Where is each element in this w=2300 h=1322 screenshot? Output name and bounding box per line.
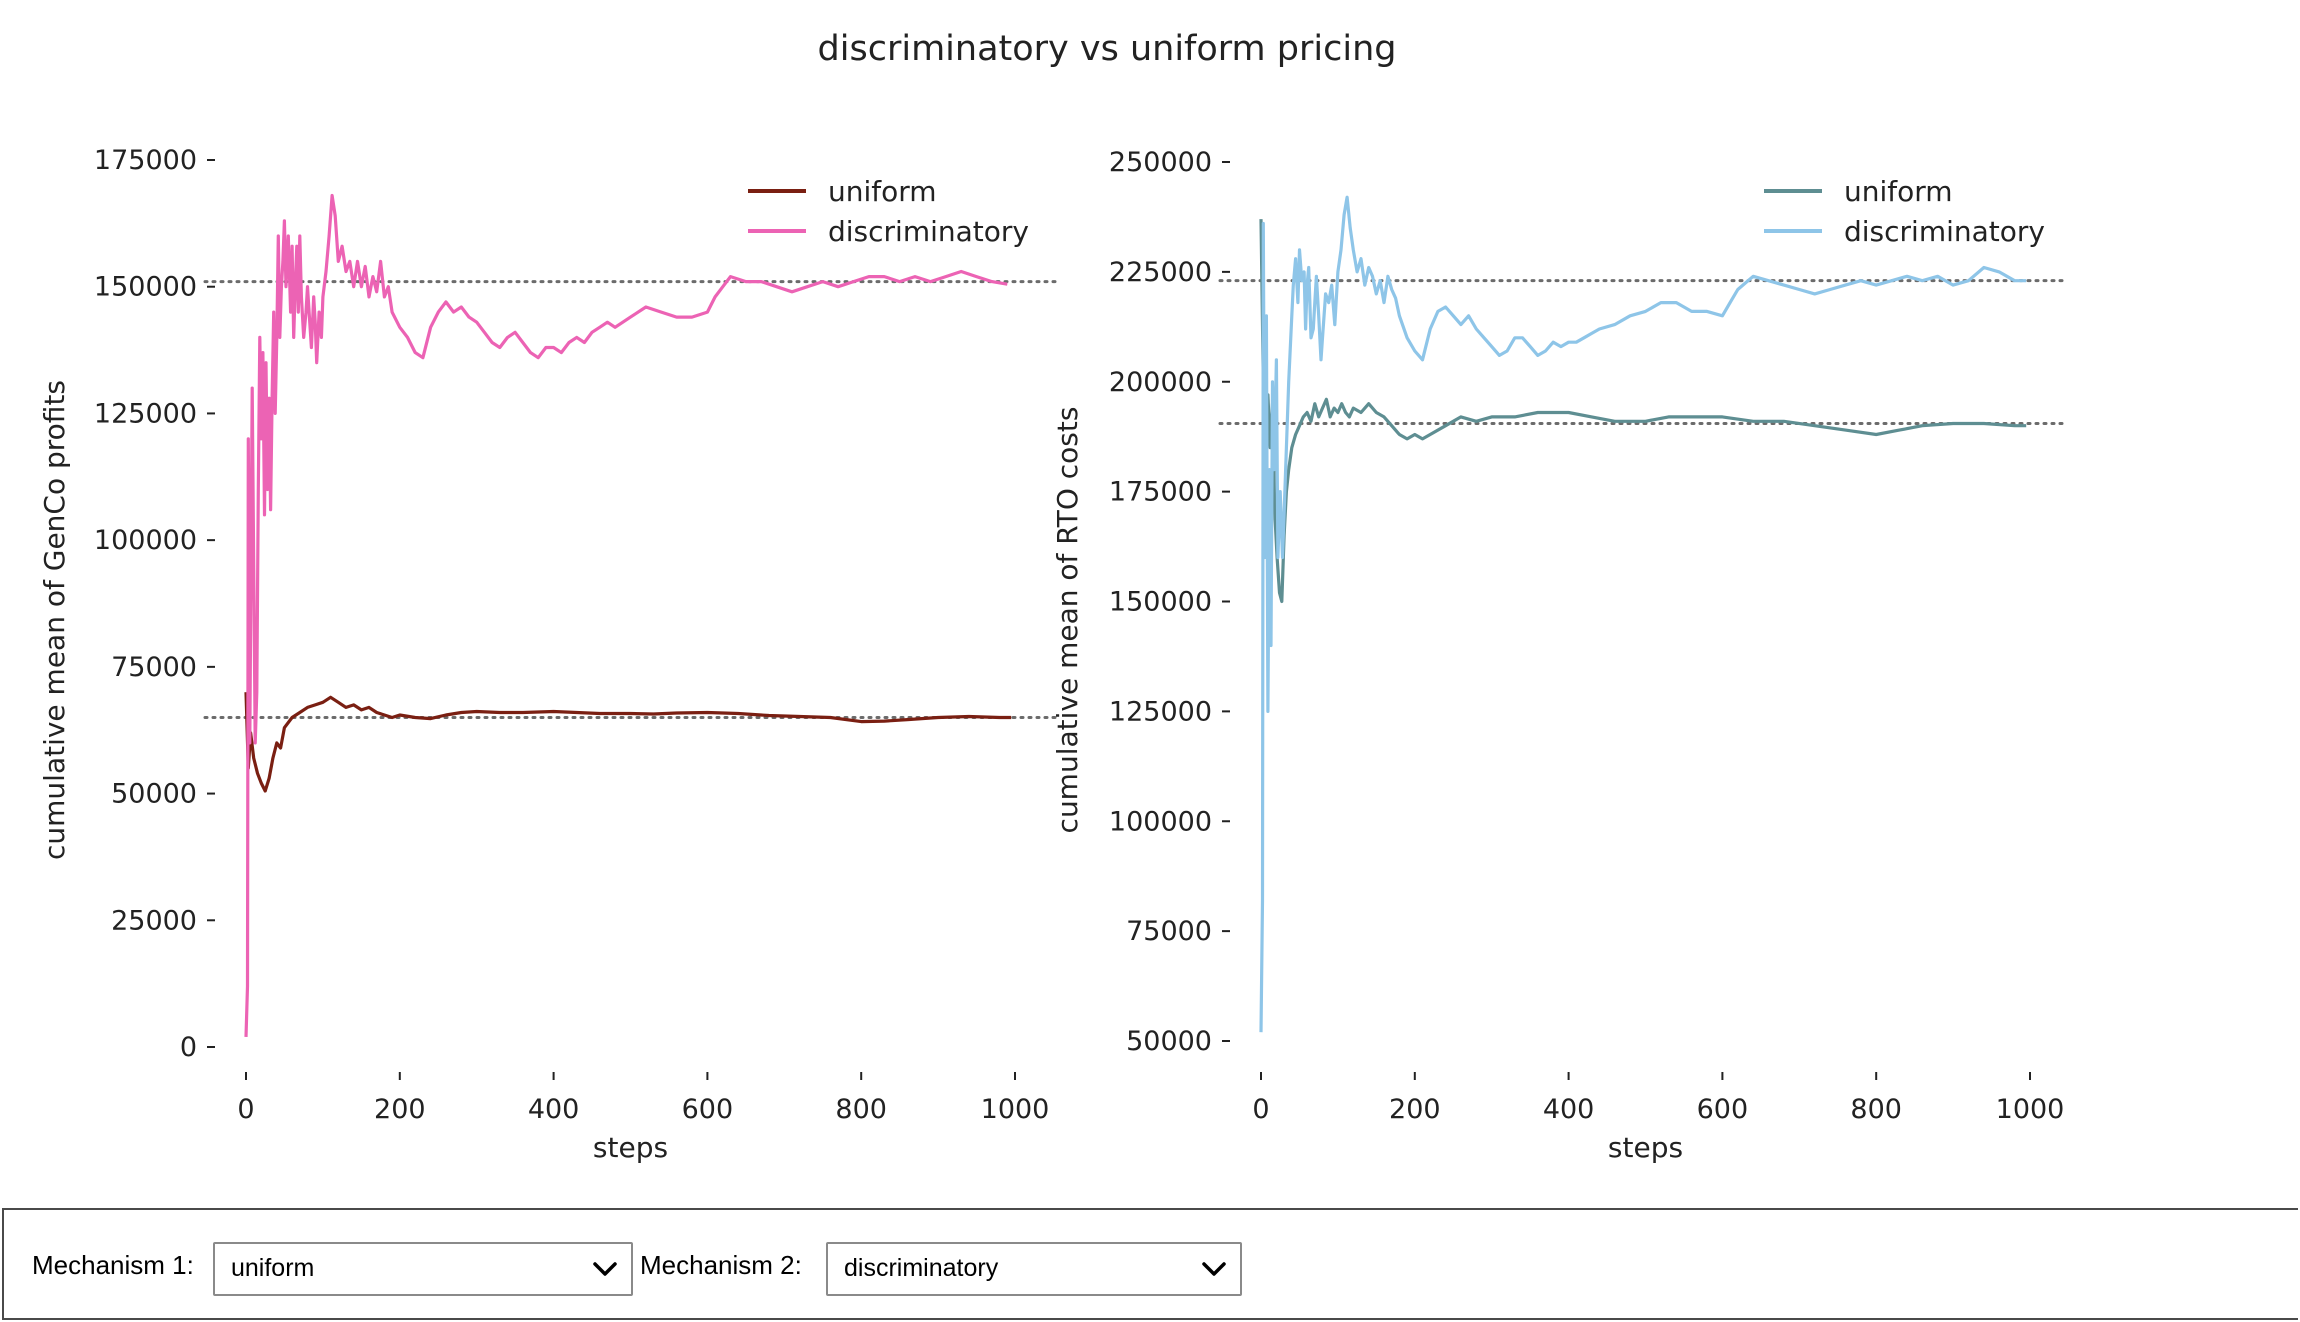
series-line-discriminatory <box>1259 195 2027 1033</box>
series-line-uniform <box>244 692 1012 793</box>
x-tick-label: 0 <box>1252 1094 1269 1125</box>
chart-figure: discriminatory vs uniform pricing 0 25000… <box>38 29 2070 1164</box>
y-tick-label: 125000 <box>94 398 197 429</box>
mechanism2-select[interactable]: discriminatory <box>826 1242 1242 1296</box>
figure-title: discriminatory vs uniform pricing <box>818 29 1397 69</box>
controls-bar: Mechanism 1: uniform Mechanism 2: discri… <box>2 1208 2298 1320</box>
y-axis-label: cumulative mean of RTO costs <box>1051 407 1084 834</box>
x-tick-label: 600 <box>682 1094 734 1125</box>
y-tick-label: 75000 <box>1126 916 1212 947</box>
legend-label-uniform: uniform <box>828 175 937 208</box>
genco-profits-plot: 0 25000 50000 75000 100000 125000 150000 175000… <box>38 145 1059 1164</box>
y-tick-label: 250000 <box>1109 147 1212 178</box>
x-tick-label: 0 <box>237 1094 254 1125</box>
x-axis-label: steps <box>1608 1131 1683 1164</box>
x-tick-label: 800 <box>1850 1094 1902 1125</box>
y-tick-label: 200000 <box>1109 367 1212 398</box>
y-tick-label: 25000 <box>111 905 197 936</box>
y-tick-label: 100000 <box>94 525 197 556</box>
y-tick-label: 50000 <box>111 779 197 810</box>
y-tick-label: 0 <box>180 1032 197 1063</box>
x-tick-label: 1000 <box>1996 1094 2065 1125</box>
y-tick-label: 125000 <box>1109 696 1212 727</box>
mechanism1-label: Mechanism 1: <box>32 1250 194 1280</box>
mechanism2-label: Mechanism 2: <box>640 1250 802 1280</box>
legend-label-uniform: uniform <box>1844 175 1953 208</box>
x-tick-label: 1000 <box>981 1094 1050 1125</box>
chevron-down-icon <box>1202 1262 1226 1276</box>
mechanism1-value: uniform <box>231 1254 315 1282</box>
x-tick-label: 600 <box>1697 1094 1749 1125</box>
x-tick-label: 200 <box>374 1094 426 1125</box>
x-axis-label: steps <box>593 1131 668 1164</box>
y-tick-label: 150000 <box>1109 587 1212 618</box>
y-tick-label: 100000 <box>1109 806 1212 837</box>
y-tick-label: 150000 <box>94 272 197 303</box>
y-tick-label: 75000 <box>111 652 197 683</box>
mechanism2-value: discriminatory <box>844 1254 999 1282</box>
mechanism1-select[interactable]: uniform <box>213 1242 633 1296</box>
y-axis-label: cumulative mean of GenCo profits <box>38 380 71 860</box>
y-tick-label: 175000 <box>94 145 197 176</box>
legend-label-discriminatory: discriminatory <box>1844 215 2045 248</box>
y-tick-label: 50000 <box>1126 1026 1212 1057</box>
legend-label-discriminatory: discriminatory <box>828 215 1029 248</box>
y-tick-label: 175000 <box>1109 477 1212 508</box>
x-tick-label: 200 <box>1389 1094 1441 1125</box>
x-tick-label: 400 <box>1543 1094 1595 1125</box>
chevron-down-icon <box>593 1262 617 1276</box>
x-tick-label: 400 <box>528 1094 580 1125</box>
series-line-discriminatory <box>244 193 1008 1037</box>
rto-costs-plot: 50000 75000 100000 125000 150000 175000 200000… <box>1051 147 2070 1164</box>
y-tick-label: 225000 <box>1109 257 1212 288</box>
x-tick-label: 800 <box>835 1094 887 1125</box>
